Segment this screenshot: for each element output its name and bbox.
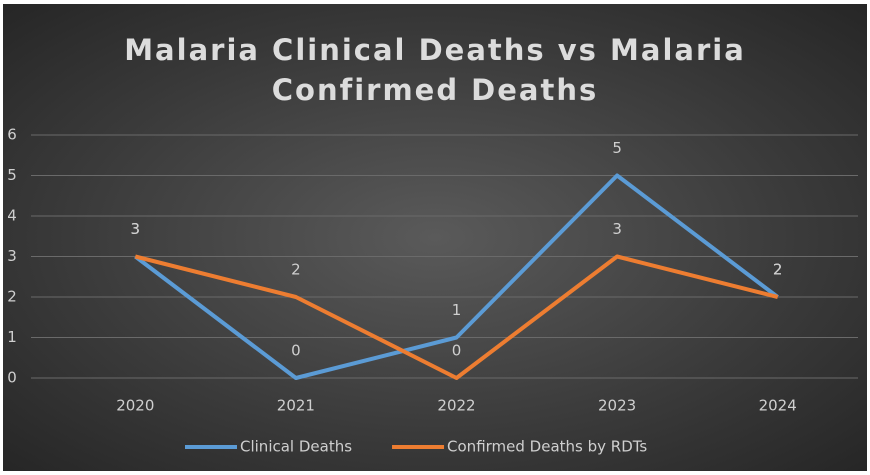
x-tick-label: 2022	[437, 397, 475, 415]
series-line	[134, 254, 779, 380]
data-label: 1	[452, 301, 462, 319]
y-tick-label: 0	[7, 369, 17, 387]
y-tick-label: 5	[7, 166, 17, 184]
chart: 0 1 2 3 4 5 6 2020 2021 2022 2023 2024 3 0 1 5 2 3 2 0 3 2 Cli…	[3, 4, 867, 471]
y-tick-label: 2	[7, 288, 17, 306]
x-tick-label: 2020	[116, 397, 154, 415]
x-tick-label: 2024	[759, 397, 797, 415]
data-label: 3	[131, 220, 141, 238]
data-label: 2	[773, 261, 783, 279]
x-tick-label: 2021	[277, 397, 315, 415]
y-tick-label: 6	[7, 126, 17, 144]
data-label: 0	[291, 342, 301, 360]
legend-label: Confirmed Deaths by RDTs	[447, 438, 647, 456]
y-tick-label: 1	[7, 328, 17, 346]
data-label: 3	[612, 220, 622, 238]
data-label: 0	[452, 342, 462, 360]
chart-title: Malaria Clinical Deaths vs Malaria Confi…	[124, 33, 746, 107]
y-tick-label: 3	[7, 247, 17, 265]
data-label: 5	[612, 139, 622, 157]
series-line	[134, 173, 779, 380]
x-tick-label: 2023	[598, 397, 636, 415]
legend-label: Clinical Deaths	[240, 438, 352, 456]
data-label: 3	[131, 220, 141, 238]
y-tick-label: 4	[7, 207, 17, 225]
data-label: 2	[773, 261, 783, 279]
data-label: 2	[291, 261, 301, 279]
